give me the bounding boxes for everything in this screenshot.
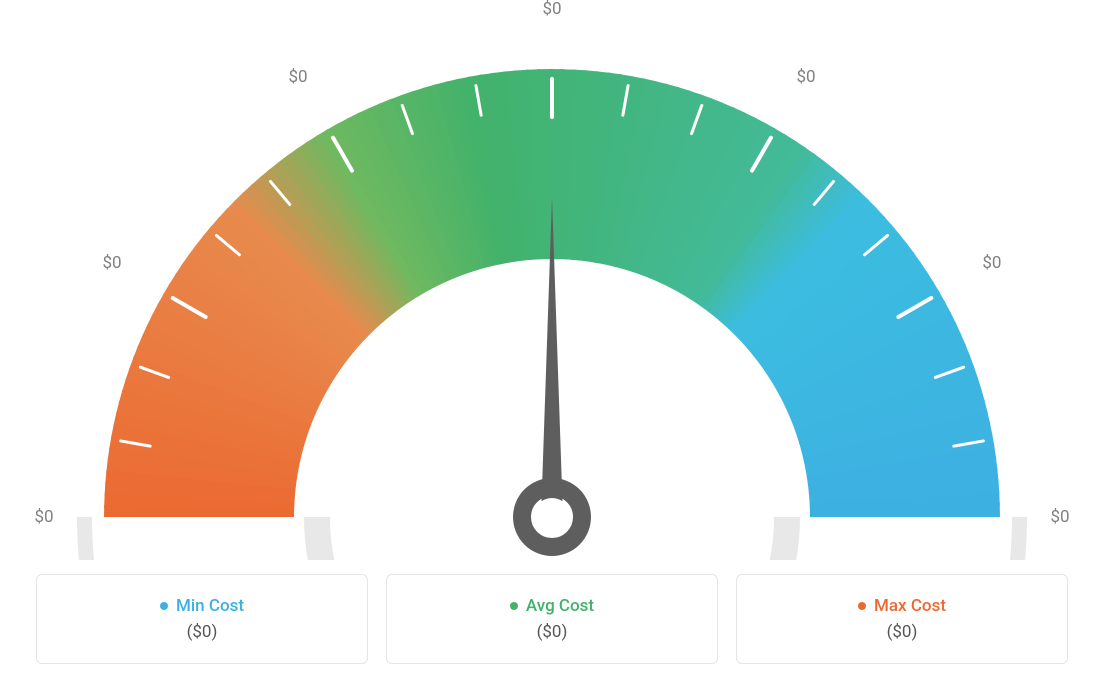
gauge-scale-label: $0 [1050,507,1069,527]
gauge-scale-label: $0 [796,67,815,87]
legend-row: Min Cost ($0) Avg Cost ($0) Max Cost ($0… [36,574,1068,664]
gauge-chart-container: $0 $0 $0 $0 $0 $0 $0 Min Cost ($0) Avg Cost ($… [0,0,1104,690]
legend-avg: Avg Cost ($0) [386,574,718,664]
dot-icon [858,602,866,610]
gauge-scale-label: $0 [34,507,53,527]
legend-avg-label: Avg Cost [526,596,594,616]
legend-avg-top: Avg Cost [510,596,594,616]
gauge-scale-label: $0 [288,67,307,87]
dot-icon [160,602,168,610]
legend-max-top: Max Cost [858,596,946,616]
gauge: $0 $0 $0 $0 $0 $0 $0 [0,0,1104,560]
legend-min-label: Min Cost [176,596,244,616]
gauge-scale-label: $0 [542,0,561,19]
dot-icon [510,602,518,610]
legend-min-top: Min Cost [160,596,244,616]
legend-avg-value: ($0) [537,622,568,642]
legend-min-value: ($0) [187,622,218,642]
legend-max-value: ($0) [887,622,918,642]
legend-max: Max Cost ($0) [736,574,1068,664]
gauge-scale-label: $0 [102,253,121,273]
gauge-svg [0,0,1104,560]
legend-min: Min Cost ($0) [36,574,368,664]
legend-max-label: Max Cost [874,596,946,616]
gauge-scale-label: $0 [982,253,1001,273]
